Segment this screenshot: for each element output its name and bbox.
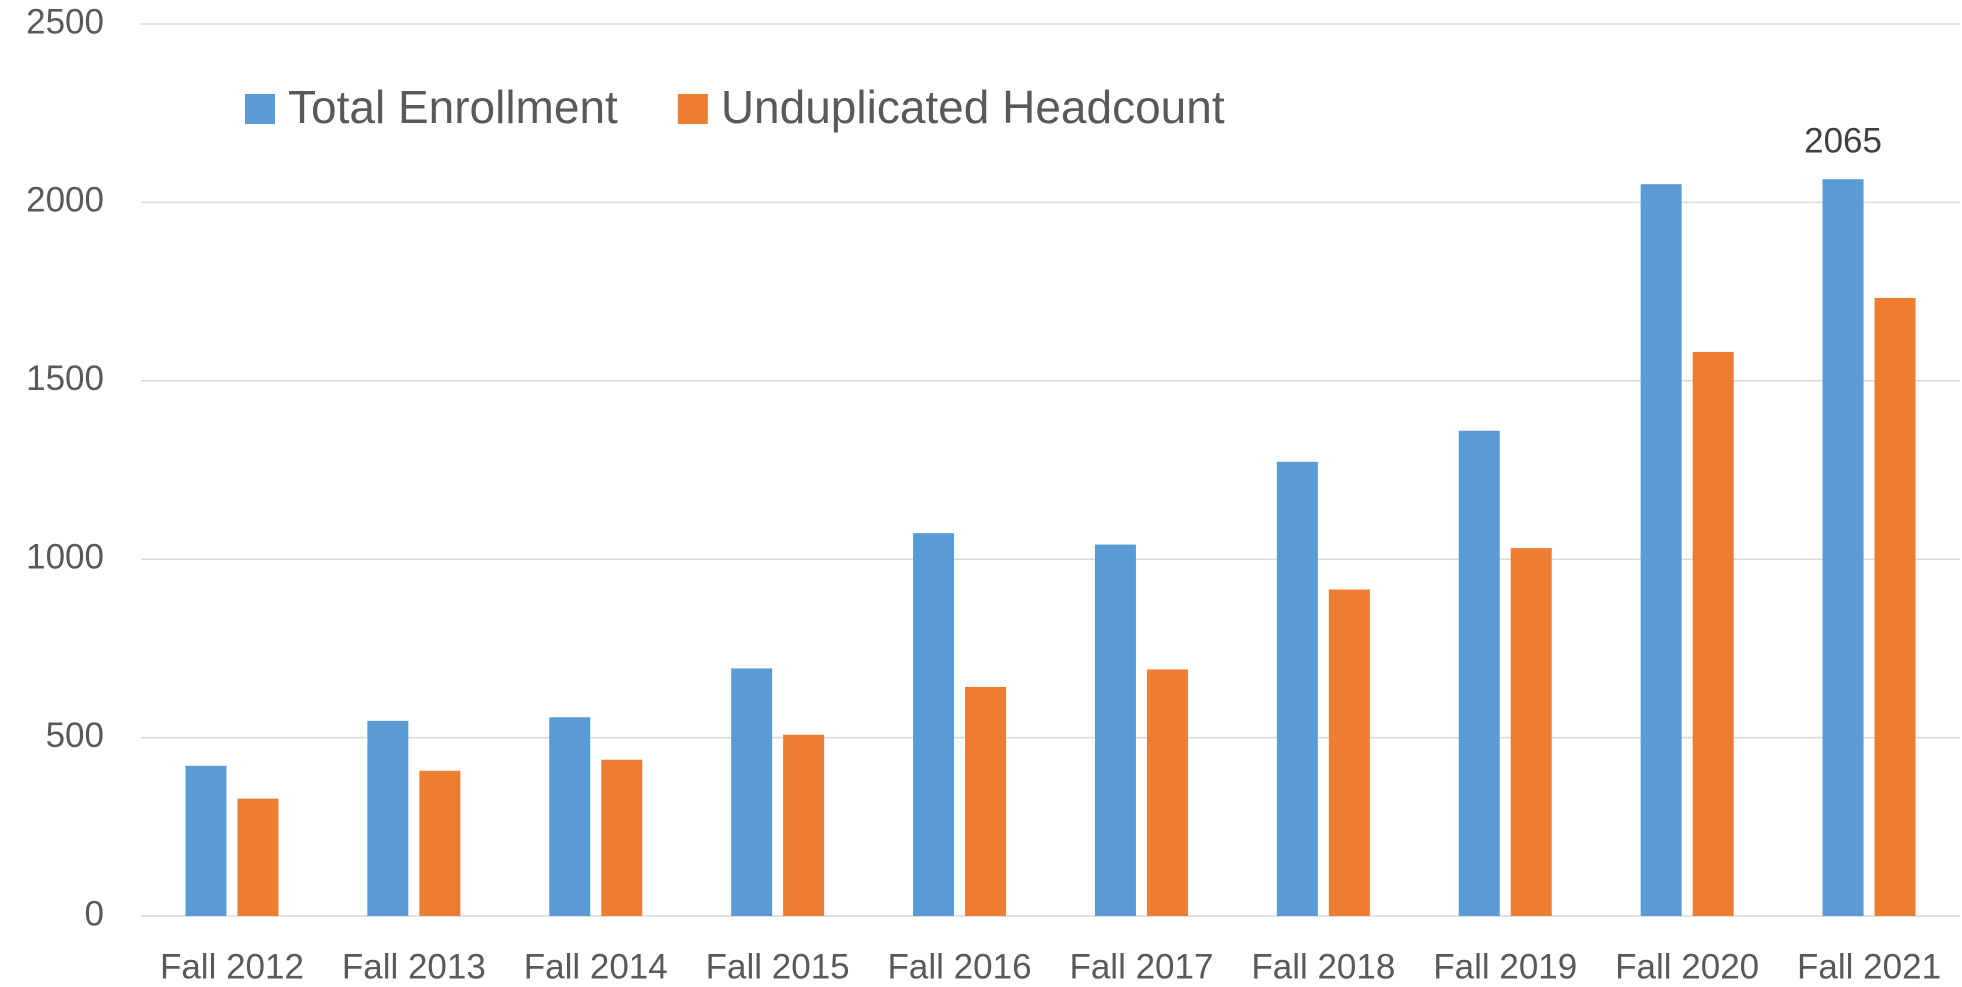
bar bbox=[1692, 351, 1734, 917]
bar bbox=[1640, 184, 1682, 917]
x-tick-label: Fall 2017 bbox=[1069, 947, 1213, 986]
legend-swatch bbox=[677, 94, 708, 124]
bar bbox=[185, 765, 227, 916]
bar bbox=[1328, 589, 1370, 916]
bar bbox=[913, 533, 955, 916]
y-tick-label: 2500 bbox=[26, 2, 104, 41]
x-tick-label: Fall 2016 bbox=[888, 947, 1032, 986]
bar bbox=[549, 717, 591, 916]
bar bbox=[731, 668, 773, 916]
bar bbox=[1510, 548, 1552, 916]
bar bbox=[1276, 461, 1318, 916]
x-tick-label: Fall 2014 bbox=[524, 947, 668, 986]
x-tick-label: Fall 2021 bbox=[1797, 947, 1941, 986]
y-tick-label: 1500 bbox=[26, 359, 104, 398]
legend-label: Total Enrollment bbox=[288, 81, 618, 133]
bar bbox=[601, 759, 643, 916]
bar bbox=[367, 720, 409, 916]
x-tick-label: Fall 2013 bbox=[342, 947, 486, 986]
bar bbox=[419, 770, 461, 916]
bar bbox=[1146, 669, 1188, 916]
bar bbox=[1094, 544, 1136, 916]
bar bbox=[1458, 430, 1500, 916]
data-label: 2065 bbox=[1804, 121, 1882, 160]
x-tick-label: Fall 2015 bbox=[706, 947, 850, 986]
y-tick-label: 1000 bbox=[26, 537, 104, 576]
bar bbox=[237, 798, 279, 916]
bar bbox=[783, 734, 825, 916]
legend-label: Unduplicated Headcount bbox=[721, 81, 1225, 133]
y-tick-label: 0 bbox=[85, 894, 104, 933]
bar bbox=[1874, 298, 1916, 916]
bar bbox=[965, 686, 1007, 916]
x-tick-label: Fall 2012 bbox=[160, 947, 304, 986]
legend-swatch bbox=[245, 94, 275, 124]
y-tick-label: 500 bbox=[46, 716, 104, 755]
x-tick-label: Fall 2020 bbox=[1615, 947, 1759, 986]
x-tick-label: Fall 2018 bbox=[1251, 947, 1395, 986]
x-tick-label: Fall 2019 bbox=[1433, 947, 1577, 986]
y-tick-label: 2000 bbox=[26, 181, 104, 220]
bar bbox=[1822, 179, 1864, 916]
